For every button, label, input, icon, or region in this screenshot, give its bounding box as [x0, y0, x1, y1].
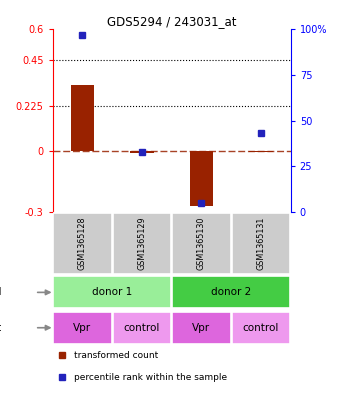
Bar: [172, 213, 231, 274]
Bar: [113, 312, 171, 343]
Text: donor 1: donor 1: [92, 287, 132, 298]
Text: control: control: [243, 323, 279, 333]
Text: percentile rank within the sample: percentile rank within the sample: [74, 373, 227, 382]
Text: donor 2: donor 2: [211, 287, 251, 298]
Bar: [53, 213, 112, 274]
Text: GSM1365128: GSM1365128: [78, 217, 87, 270]
Title: GDS5294 / 243031_at: GDS5294 / 243031_at: [107, 15, 236, 28]
Text: Vpr: Vpr: [73, 323, 91, 333]
Bar: [190, 151, 214, 206]
Text: Vpr: Vpr: [192, 323, 210, 333]
Text: agent: agent: [0, 323, 1, 333]
Bar: [172, 312, 231, 343]
Text: GSM1365129: GSM1365129: [137, 217, 147, 270]
Text: control: control: [124, 323, 160, 333]
Bar: [113, 213, 171, 274]
Text: GSM1365130: GSM1365130: [197, 217, 206, 270]
Bar: [172, 276, 290, 308]
Bar: [53, 276, 171, 308]
Bar: [232, 213, 290, 274]
Text: GSM1365131: GSM1365131: [256, 217, 266, 270]
Bar: [249, 151, 273, 152]
Text: transformed count: transformed count: [74, 351, 158, 360]
Bar: [71, 85, 94, 151]
Text: individual: individual: [0, 287, 1, 298]
Bar: [130, 151, 154, 153]
Bar: [53, 312, 112, 343]
Bar: [232, 312, 290, 343]
